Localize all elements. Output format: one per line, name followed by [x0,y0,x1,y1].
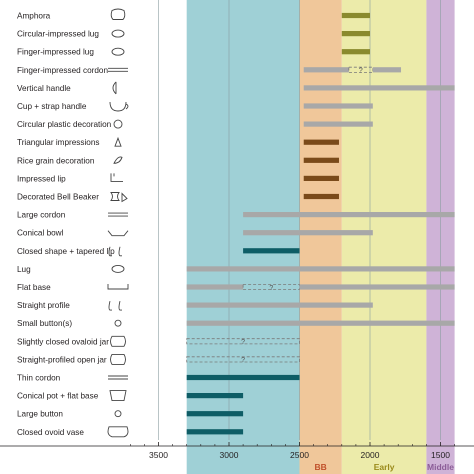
handle-icon [112,81,117,95]
grid-lines [158,0,441,440]
range-bar [243,248,300,254]
bowl-icon [107,230,129,237]
range-bar [186,266,455,272]
category-label: Impressed lip [17,174,66,183]
period-band [299,0,342,474]
period-label: Middle [427,462,454,472]
category-label: Slightly closed ovaloid jar [17,337,109,346]
category-label: Lug [17,265,31,274]
vase-icon [107,426,129,438]
x-tick-label: 1500 [431,450,450,460]
period-band [341,0,427,474]
range-bar-uncertain [186,356,300,363]
range-bar-uncertain [242,283,300,290]
range-bar [341,12,370,19]
category-label: Thin cordon [17,374,61,383]
period-labels: BB Early Middle [315,462,455,472]
period-label: Early [374,462,395,472]
uncertain-mark: ? [269,285,273,292]
range-bar [186,284,244,290]
uncertain-mark: ? [241,339,245,346]
range-bar [303,175,339,181]
profile-icon [108,246,122,257]
category-labels: Amphora Circular-impressed lug Finger-impr… [17,12,115,437]
period-band [186,0,300,474]
period-label: BB [315,462,327,472]
range-bar [299,284,455,290]
range-bar [186,411,244,417]
cordon-icon [108,375,128,380]
amphora-icon [110,8,126,20]
category-label: Closed ovoid vase [17,428,84,437]
base-icon [107,284,129,290]
category-label: Flat base [17,283,51,292]
category-label: Straight-profiled open jar [17,355,107,364]
category-label: Closed shape + tapered lip [17,247,115,256]
range-bar [186,393,244,399]
category-label: Small button(s) [17,319,72,328]
range-bar [186,374,300,381]
lug-icon [111,47,125,56]
range-bar [303,103,373,109]
category-label: Decorated Bell Beaker [17,193,99,202]
beaker-icon [110,192,128,203]
category-label: Circular plastic decoration [17,120,112,129]
jar-icon [110,335,126,347]
range-bar [303,139,339,145]
category-label: Amphora [17,12,51,21]
cordon-icon [108,212,128,217]
range-bar [341,31,370,37]
category-label: Rice grain decoration [17,156,95,165]
range-bar [341,49,370,55]
rice-icon [113,156,123,164]
x-tick-label: 2000 [361,450,380,460]
category-label: Finger-impressed lug [17,48,94,57]
category-label: Finger-impressed cordon [17,66,108,75]
lip-icon [110,173,123,182]
x-tick-label: 3000 [220,450,239,460]
uncertain-mark: ? [241,357,245,364]
category-label: Circular-impressed lug [17,30,99,39]
x-tick-label: 3500 [149,450,168,460]
x-axis: 3500 3000 2500 2000 1500 [0,442,474,460]
uncertain-mark: ? [359,68,363,75]
range-bar [303,121,373,127]
range-bar [186,302,373,308]
range-bar [186,429,244,435]
range-bar [243,230,373,236]
cordon-icon [108,67,128,72]
jar-icon [110,353,126,365]
cup-icon [109,101,129,112]
category-label: Vertical handle [17,84,71,93]
range-bar [303,85,455,91]
artefact-icons [107,8,129,438]
range-bar [186,320,455,326]
triangle-icon [114,136,122,147]
category-label: Large cordon [17,211,66,220]
category-label: Triangular impressions [17,138,100,147]
range-bar [303,193,339,200]
range-bar [243,212,455,218]
range-bar-uncertain [186,338,300,345]
circle-icon [113,119,123,129]
range-bar [372,67,402,73]
button-icon [114,410,122,418]
profile-icon [108,300,122,311]
category-label: Straight profile [17,301,70,310]
pot-icon [109,390,127,402]
x-tick-label: 2500 [290,450,309,460]
lug-icon [111,264,125,273]
lug-icon [111,29,125,38]
button-icon [114,319,122,327]
category-label: Cup + strap handle [17,102,87,111]
range-bar [303,157,339,163]
category-label: Conical pot + flat base [17,392,99,401]
range-bars: ???? [186,12,455,435]
range-bar [303,67,349,73]
category-label: Large button [17,410,63,419]
category-label: Conical bowl [17,229,64,238]
